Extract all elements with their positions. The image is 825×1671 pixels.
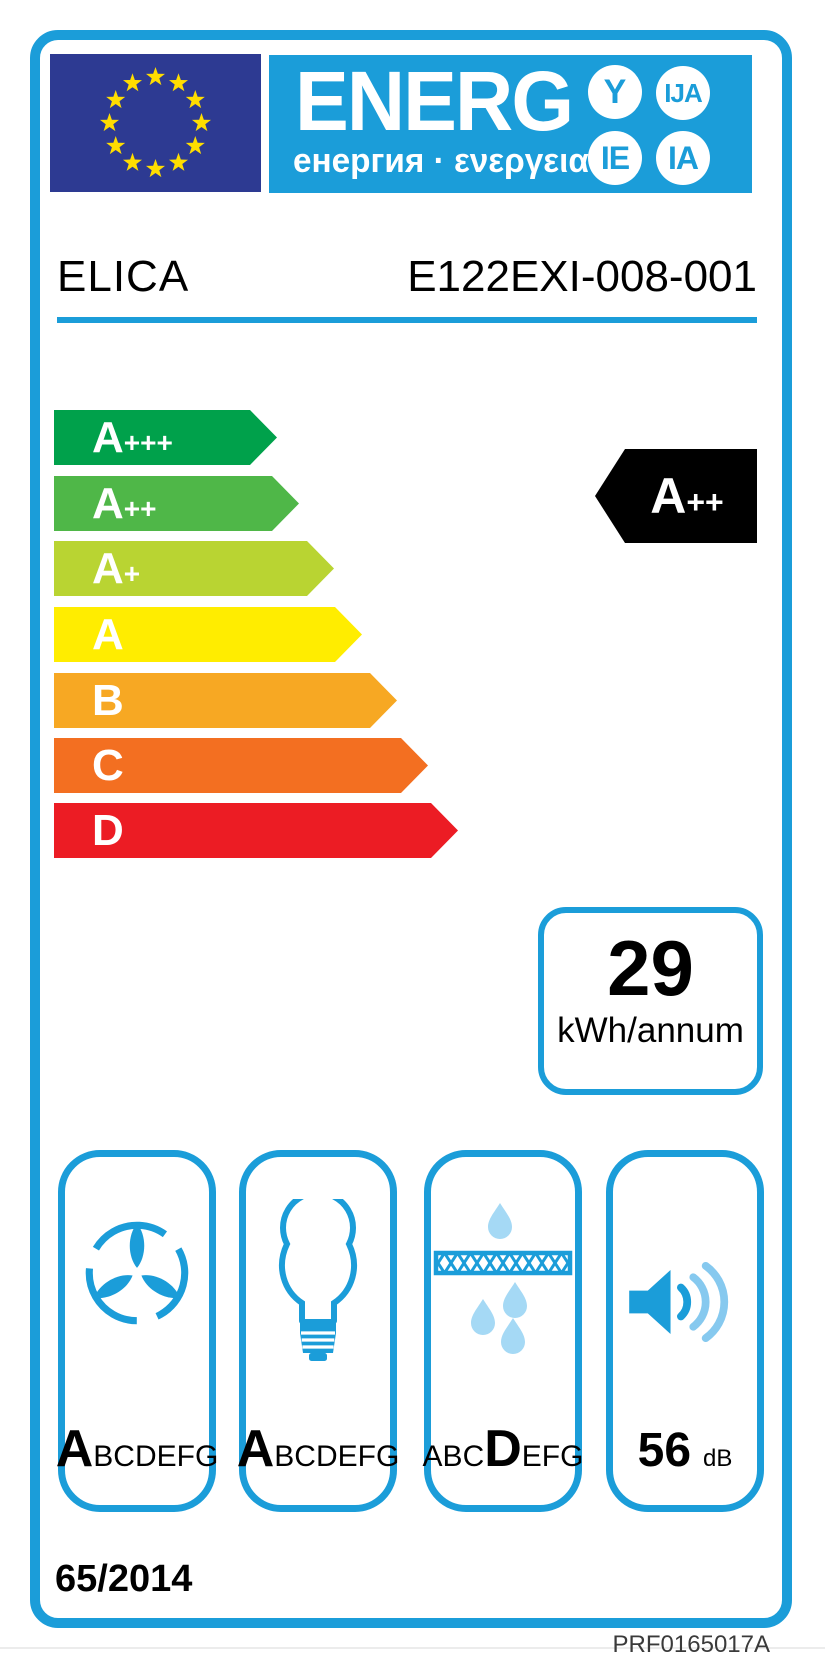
scale-arrow-d: D — [54, 803, 458, 858]
noise-value: 56 — [637, 1424, 692, 1477]
noise-box: 56 dB — [606, 1150, 764, 1512]
grease-filter-icon — [433, 1203, 573, 1354]
scale-arrow-a-plus-plus-plus: A+++ — [54, 410, 277, 465]
language-suffix-bubble-ie: IE — [588, 131, 642, 185]
grade-suffix: BCDEFG — [274, 1440, 400, 1473]
bulb-icon — [279, 1199, 357, 1361]
energy-consumption-value: 29 — [607, 924, 694, 1012]
page-edge-line — [0, 1647, 825, 1649]
scale-arrow-a-plus-plus: A++ — [54, 476, 299, 531]
noise-unit: dB — [703, 1445, 733, 1472]
lighting-grade: A BCDEFG — [237, 1423, 400, 1475]
noise-level: 56 dB — [613, 1427, 757, 1475]
speaker-icon — [629, 1261, 729, 1343]
grade-prefix: ABC — [422, 1440, 485, 1473]
scale-arrow-label: A+++ — [92, 412, 173, 462]
model-identifier: E122EXI-008-001 — [407, 252, 757, 301]
scale-arrow-c: C — [54, 738, 428, 793]
language-suffix-bubble-ia: IA — [656, 131, 710, 185]
energy-logo-subtitle: енергия · ενεργεια — [293, 142, 589, 180]
grade-letter: A — [236, 1420, 275, 1478]
scale-arrow-b: B — [54, 673, 397, 728]
header-divider — [57, 317, 757, 323]
fluid-dynamic-grade: A BCDEFG — [56, 1423, 219, 1475]
scale-arrow-a: A — [54, 607, 362, 662]
grease-filtering-box: ABC D EFG — [423, 1150, 584, 1512]
energy-consumption-box: 29 kWh/annum — [538, 907, 763, 1095]
energy-logo-text: ENERG — [295, 54, 574, 148]
rating-pointer-label: A++ — [650, 468, 724, 524]
grade-suffix: BCDEFG — [93, 1440, 219, 1473]
grade-letter: A — [55, 1420, 94, 1478]
reference-code: PRF0165017A — [612, 1631, 770, 1658]
lighting-efficiency-box: A BCDEFG — [237, 1150, 400, 1512]
energy-consumption-unit: kWh/annum — [557, 1011, 744, 1050]
fluid-dynamic-efficiency-box: A BCDEFG — [56, 1150, 219, 1512]
scale-arrow-label: C — [92, 740, 124, 790]
scale-arrow-label: A+ — [92, 543, 141, 593]
scale-arrow-a-plus: A+ — [54, 541, 334, 596]
scale-arrow-label: B — [92, 675, 124, 725]
fan-icon — [85, 1221, 189, 1325]
grease-filtering-grade: ABC D EFG — [423, 1420, 584, 1478]
eu-flag-icon — [50, 54, 261, 192]
regulation-number: 65/2014 — [55, 1558, 193, 1600]
scale-arrow-label: D — [92, 805, 124, 855]
scale-arrow-label: A — [92, 609, 124, 659]
scale-arrow-label: A++ — [92, 478, 157, 528]
rating-pointer: A++ — [595, 449, 757, 543]
brand-name: ELICA — [57, 252, 190, 301]
language-suffix-bubble-y: Y — [588, 65, 642, 119]
language-suffix-bubble-ija: IJA — [656, 66, 710, 120]
grade-suffix: EFG — [521, 1440, 584, 1473]
grade-letter: D — [484, 1420, 522, 1478]
